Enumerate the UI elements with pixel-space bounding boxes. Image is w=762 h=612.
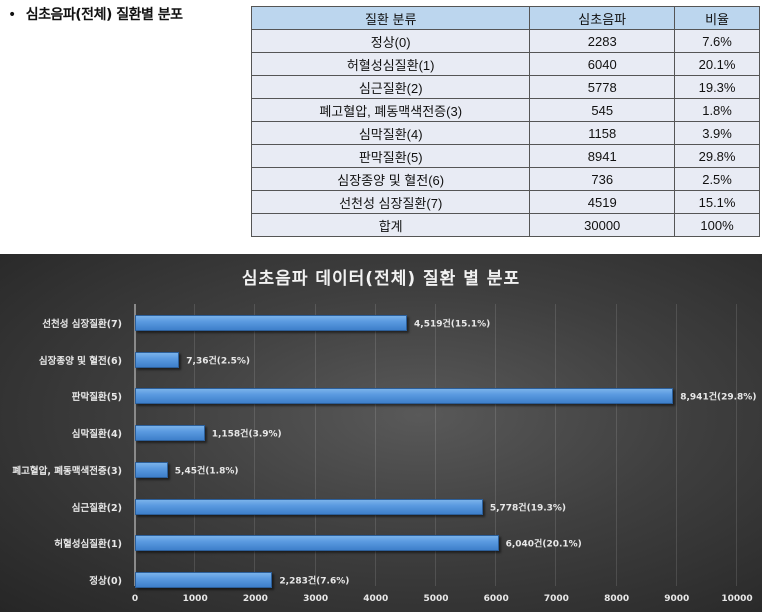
cell-echo-count: 4519	[529, 190, 676, 214]
category-label: 허혈성심질환(1)	[54, 539, 122, 551]
x-tick-label: 8000	[604, 594, 630, 604]
cell-echo-count: 736	[529, 167, 676, 191]
cell-category: 선천성 심장질환(7)	[250, 190, 531, 214]
x-tick-label: 4000	[363, 594, 389, 604]
cell-echo-count: 30000	[529, 213, 676, 237]
cell-ratio: 29.8%	[674, 144, 760, 168]
x-tick-label: 5000	[423, 594, 449, 604]
section-heading-text: 심초음파(전체) 질환별 분포	[25, 7, 183, 23]
disease-distribution-table: 질환 분류 심초음파 비율 정상(0) 2283 7.6% 허혈성심질환(1) 6040…	[250, 6, 760, 237]
bar	[135, 535, 499, 552]
category-label: 심막질환(4)	[71, 429, 122, 441]
table-row: 심막질환(4) 1158 3.9%	[250, 121, 760, 145]
bar-data-label: 7,36건(2.5%)	[186, 356, 250, 367]
gridline	[495, 304, 497, 586]
gridline	[435, 304, 436, 586]
bar-chart: 심초음파 데이터(전체) 질환 별 분포 0 1000 2000 3000 4000 50…	[0, 254, 762, 612]
x-tick-label: 1000	[182, 594, 208, 604]
category-label: 심근질환(2)	[71, 502, 122, 514]
cell-category: 정상(0)	[250, 29, 531, 53]
gridline	[736, 304, 737, 586]
category-label: 폐고혈압, 폐동맥색전증(3)	[12, 465, 122, 477]
bar-data-label: 6,040건(20.1%)	[505, 539, 582, 550]
cell-ratio: 1.8%	[674, 98, 760, 122]
cell-ratio: 20.1%	[674, 52, 760, 76]
bar	[135, 315, 408, 331]
gridline	[374, 304, 376, 586]
gridline	[194, 304, 196, 586]
x-tick-label: 9000	[664, 594, 690, 604]
header-echo-count: 심초음파	[529, 6, 676, 30]
table-header-row: 질환 분류 심초음파 비율	[250, 6, 760, 30]
table-total-row: 합계 30000 100%	[250, 213, 760, 237]
bar-data-label: 4,519건(15.1%)	[414, 319, 491, 330]
gridline	[314, 304, 316, 586]
cell-ratio: 7.6%	[674, 29, 760, 53]
cell-echo-count: 545	[529, 98, 676, 122]
table-row: 선천성 심장질환(7) 4519 15.1%	[250, 190, 760, 214]
table-row: 심근질환(2) 5778 19.3%	[250, 75, 760, 99]
gridline	[615, 304, 617, 586]
cell-echo-count: 5778	[529, 75, 676, 99]
cell-category: 심막질환(4)	[250, 121, 531, 145]
x-tick-label: 7000	[543, 594, 569, 604]
plot-area: 0 1000 2000 3000 4000 5000 6000 7000 8000 9000 100…	[132, 304, 756, 604]
bar-data-label: 8,941건(29.8%)	[680, 392, 757, 403]
x-tick-label: 2000	[242, 594, 268, 604]
bar-data-label: 1,158건(3.9%)	[211, 429, 282, 440]
cell-category: 폐고혈압, 폐동맥색전증(3)	[250, 98, 531, 122]
table-row: 정상(0) 2283 7.6%	[250, 29, 760, 53]
y-axis-line	[134, 304, 136, 586]
cell-echo-count: 2283	[529, 29, 676, 53]
header-category: 질환 분류	[250, 6, 531, 30]
cell-echo-count: 6040	[529, 52, 676, 76]
bar	[135, 425, 205, 442]
cell-category: 합계	[250, 213, 531, 237]
x-tick-label: 6000	[483, 594, 509, 604]
bar	[135, 498, 483, 515]
bar-data-label: 2,283건(7.6%)	[279, 576, 350, 587]
cell-category: 심근질환(2)	[250, 75, 531, 99]
table-row: 판막질환(5) 8941 29.8%	[250, 144, 760, 168]
cell-ratio: 19.3%	[674, 75, 760, 99]
bar	[135, 461, 168, 478]
cell-category: 심장종양 및 혈전(6)	[250, 167, 531, 191]
cell-category: 판막질환(5)	[250, 144, 531, 168]
section-heading: • 심초음파(전체) 질환별 분포	[8, 4, 183, 24]
bar	[135, 571, 273, 588]
cell-category: 허혈성심질환(1)	[250, 52, 531, 76]
chart-title: 심초음파 데이터(전체) 질환 별 분포	[241, 269, 521, 289]
table-row: 폐고혈압, 폐동맥색전증(3) 545 1.8%	[250, 98, 760, 122]
x-tick-label: 10000	[721, 594, 753, 604]
x-tick-label: 3000	[303, 594, 329, 604]
gridline	[555, 304, 557, 586]
table-row: 심장종양 및 혈전(6) 736 2.5%	[250, 167, 760, 191]
x-tick-label: 0	[131, 594, 139, 604]
cell-ratio: 3.9%	[674, 121, 760, 145]
table-row: 허혈성심질환(1) 6040 20.1%	[250, 52, 760, 76]
bar-data-label: 5,778건(19.3%)	[489, 503, 567, 513]
bar	[135, 388, 674, 405]
cell-echo-count: 8941	[529, 144, 676, 168]
category-label: 선천성 심장질환(7)	[42, 319, 122, 330]
bullet-icon: •	[8, 7, 16, 23]
bar	[135, 351, 180, 368]
header-ratio: 비율	[674, 6, 760, 30]
category-label: 판막질환(5)	[71, 392, 122, 404]
category-label: 심장종양 및 혈전(6)	[38, 355, 122, 367]
cell-echo-count: 1158	[529, 121, 676, 145]
cell-ratio: 100%	[674, 213, 760, 237]
bar-data-label: 5,45건(1.8%)	[174, 466, 239, 477]
gridline	[675, 304, 677, 586]
cell-ratio: 15.1%	[674, 190, 760, 214]
category-label: 정상(0)	[89, 575, 122, 587]
gridline	[254, 304, 256, 586]
cell-ratio: 2.5%	[674, 167, 760, 191]
